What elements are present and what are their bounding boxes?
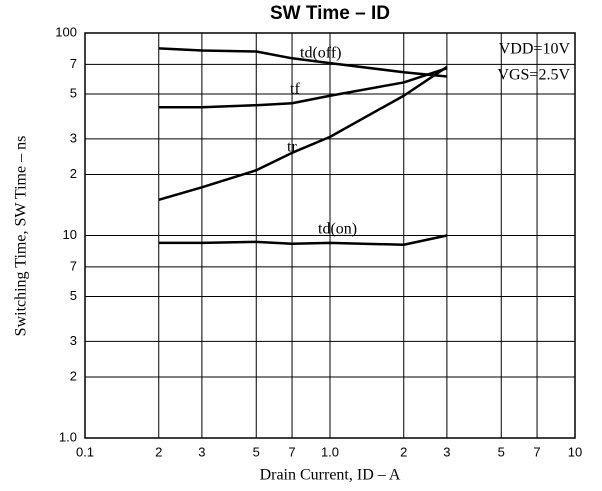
x-tick-label: 3 <box>443 444 450 459</box>
y-tick-label: 10 <box>63 227 77 242</box>
x-tick-label: 7 <box>288 444 295 459</box>
y-tick-label: 5 <box>70 85 77 100</box>
series-label: td(off) <box>300 45 341 62</box>
y-axis-label: Switching Time, SW Time – ns <box>13 136 30 337</box>
y-tick-label: 100 <box>55 24 77 39</box>
y-tick-label: 2 <box>70 368 77 383</box>
y-tick-label: 1.0 <box>59 429 77 444</box>
x-tick-label: 5 <box>498 444 505 459</box>
series-line <box>158 67 448 109</box>
series-label: td(on) <box>318 221 357 238</box>
x-tick-label: 5 <box>253 444 260 459</box>
x-tick-label: 0.1 <box>76 444 94 459</box>
chart-title: SW Time – ID <box>270 3 390 24</box>
y-tick-label: 7 <box>70 56 77 71</box>
y-tick-label: 7 <box>70 258 77 273</box>
y-tick-label: 2 <box>70 166 77 181</box>
series-line <box>158 65 448 202</box>
x-tick-label: 2 <box>155 444 162 459</box>
series-label: tr <box>287 139 297 156</box>
series-line <box>158 234 448 247</box>
y-tick-label: 3 <box>70 333 77 348</box>
y-tick-label: 3 <box>70 130 77 145</box>
x-tick-label: 1.0 <box>321 444 339 459</box>
annotation: VDD=10V <box>499 41 571 58</box>
series-label: tf <box>290 81 300 98</box>
y-tick-label: 5 <box>70 288 77 303</box>
x-tick-label: 7 <box>533 444 540 459</box>
annotation: VGS=2.5V <box>497 67 570 84</box>
x-axis-label: Drain Current, ID – A <box>260 467 401 484</box>
x-tick-label: 2 <box>400 444 407 459</box>
x-tick-label: 3 <box>198 444 205 459</box>
series-line <box>158 47 448 78</box>
x-tick-label: 10 <box>568 444 582 459</box>
